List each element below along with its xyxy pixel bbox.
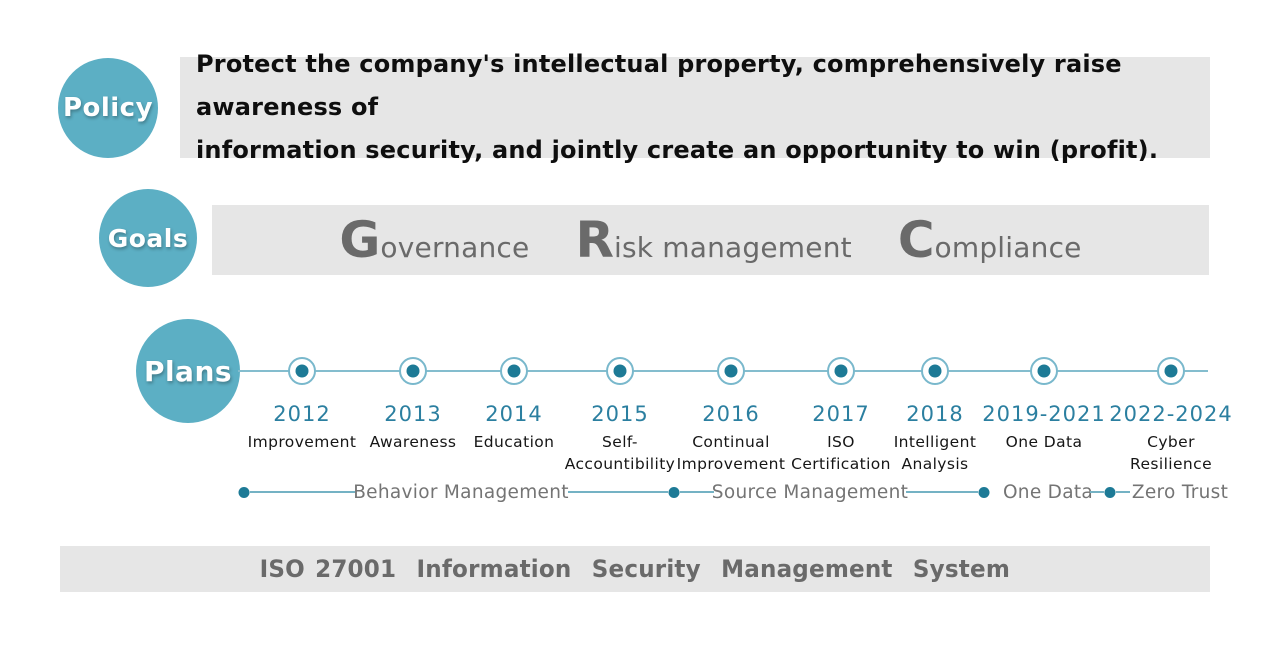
milestone-2016: 2016 Continual Improvement bbox=[677, 402, 786, 475]
plans-bubble: Plans bbox=[136, 319, 240, 423]
policy-bubble-label: Policy bbox=[62, 93, 154, 123]
timeline-dot-icon bbox=[834, 364, 848, 378]
milestone-year: 2013 bbox=[384, 402, 442, 426]
milestone-2019-2021: 2019-2021 One Data bbox=[982, 402, 1105, 454]
milestone-label: ISO Certification bbox=[791, 433, 891, 473]
milestone-year: 2014 bbox=[485, 402, 543, 426]
goals-box: Governance Risk management Compliance bbox=[212, 205, 1209, 275]
timeline-dot-icon bbox=[507, 364, 521, 378]
milestone-2018: 2018 Intelligent Analysis bbox=[894, 402, 977, 475]
timeline-marker-2018 bbox=[921, 357, 949, 385]
milestone-2012: 2012 Improvement bbox=[248, 402, 357, 454]
phase-connector bbox=[250, 491, 355, 493]
milestone-label: One Data bbox=[1005, 433, 1083, 451]
goals-bubble: Goals bbox=[99, 189, 197, 287]
policy-statement-box: Protect the company's intellectual prope… bbox=[180, 50, 1210, 164]
phase-connector bbox=[906, 491, 978, 493]
policy-statement-text: Protect the company's intellectual prope… bbox=[196, 50, 1159, 164]
milestone-label: Improvement bbox=[247, 433, 357, 451]
goal-risk-initial: R bbox=[575, 211, 614, 269]
milestone-2017: 2017 ISO Certification bbox=[791, 402, 891, 475]
policy-bubble: Policy bbox=[58, 58, 158, 158]
milestone-2022-2024: 2022-2024 Cyber Resilience bbox=[1109, 402, 1232, 475]
phase-connector bbox=[1090, 491, 1104, 493]
milestone-year: 2022-2024 bbox=[1109, 402, 1233, 426]
timeline-dot-icon bbox=[928, 364, 942, 378]
milestone-2013: 2013 Awareness bbox=[370, 402, 457, 454]
phase-label-zero-trust: Zero Trust bbox=[1131, 482, 1229, 503]
timeline-dot-icon bbox=[1164, 364, 1178, 378]
timeline-dot-icon bbox=[295, 364, 309, 378]
timeline-dot-icon bbox=[724, 364, 738, 378]
goal-governance-rest: overnance bbox=[380, 231, 530, 264]
phase-dot-icon bbox=[238, 487, 250, 498]
timeline-marker-2016 bbox=[717, 357, 745, 385]
milestone-label: Self- Accountibility bbox=[564, 433, 676, 473]
iso-footer-text: ISO 27001 Information Security Managemen… bbox=[259, 555, 1011, 583]
timeline-marker-2013 bbox=[399, 357, 427, 385]
iso-footer-bar: ISO 27001 Information Security Managemen… bbox=[60, 546, 1210, 592]
goal-risk-management: Risk management bbox=[575, 211, 851, 269]
timeline-dot-icon bbox=[1037, 364, 1051, 378]
timeline-marker-2014 bbox=[500, 357, 528, 385]
goal-compliance-rest: ompliance bbox=[934, 231, 1082, 264]
phase-label-behavior-management: Behavior Management bbox=[353, 482, 569, 503]
timeline-dot-icon bbox=[613, 364, 627, 378]
phase-dot-icon bbox=[668, 487, 680, 498]
milestone-year: 2016 bbox=[702, 402, 760, 426]
phase-connector bbox=[1116, 491, 1130, 493]
timeline-marker-2017 bbox=[827, 357, 855, 385]
milestone-label: Education bbox=[473, 433, 555, 451]
timeline-marker-2012 bbox=[288, 357, 316, 385]
phase-label-source-management: Source Management bbox=[711, 482, 909, 503]
milestone-year: 2018 bbox=[906, 402, 964, 426]
goal-risk-rest: isk management bbox=[613, 231, 852, 264]
phase-connector bbox=[568, 491, 668, 493]
milestone-2014: 2014 Education bbox=[474, 402, 555, 454]
milestone-2015: 2015 Self- Accountibility bbox=[565, 402, 676, 475]
milestone-year: 2019-2021 bbox=[982, 402, 1106, 426]
milestone-label: Cyber Resilience bbox=[1129, 433, 1213, 473]
goal-governance: Governance bbox=[339, 211, 529, 269]
phase-dot-icon bbox=[1104, 487, 1116, 498]
timeline-marker-2022-2024 bbox=[1157, 357, 1185, 385]
timeline-marker-2015 bbox=[606, 357, 634, 385]
milestone-label: Intelligent Analysis bbox=[893, 433, 977, 473]
milestone-year: 2012 bbox=[273, 402, 331, 426]
goals-bubble-label: Goals bbox=[107, 223, 189, 253]
milestone-year: 2017 bbox=[812, 402, 870, 426]
timeline-dot-icon bbox=[406, 364, 420, 378]
phase-dot-icon bbox=[978, 487, 990, 498]
phase-label-one-data: One Data bbox=[1002, 482, 1094, 503]
milestone-year: 2015 bbox=[591, 402, 649, 426]
plans-bubble-label: Plans bbox=[143, 354, 233, 388]
phase-connector bbox=[680, 491, 714, 493]
milestone-label: Awareness bbox=[369, 433, 457, 451]
goal-governance-initial: G bbox=[339, 211, 381, 269]
timeline-marker-2019-2021 bbox=[1030, 357, 1058, 385]
milestone-label: Continual Improvement bbox=[676, 433, 786, 473]
goal-compliance: Compliance bbox=[898, 211, 1082, 269]
goal-compliance-initial: C bbox=[897, 211, 935, 269]
